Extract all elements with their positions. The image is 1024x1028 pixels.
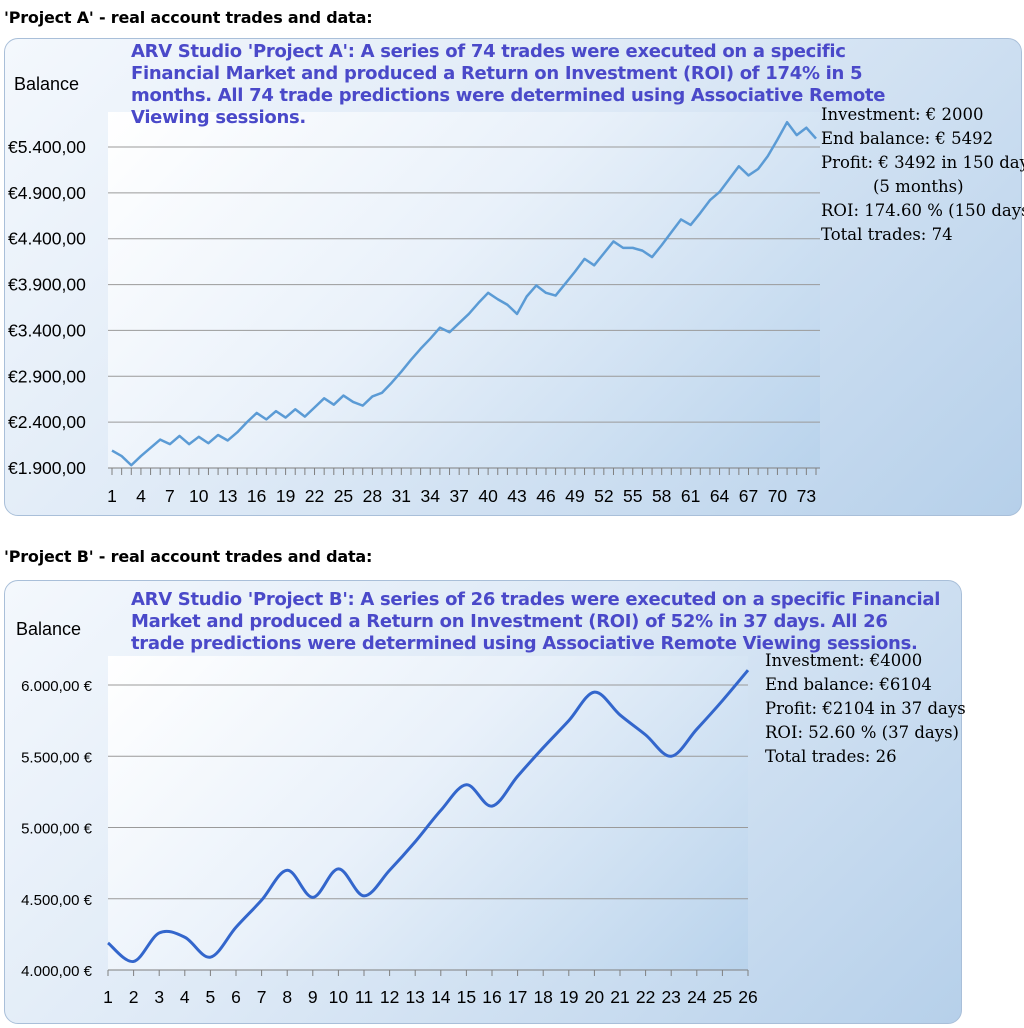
project-b-x-tick-label: 18 bbox=[533, 987, 552, 1007]
project-b-x-tick-label: 12 bbox=[380, 987, 399, 1007]
project-b-roi: ROI: 52.60 % (37 days) bbox=[765, 723, 959, 742]
project-a-x-tick-label: 40 bbox=[478, 486, 498, 506]
project-a-total-trades: Total trades: 74 bbox=[821, 225, 953, 244]
project-a-x-tick-label: 46 bbox=[536, 486, 555, 506]
project-a-y-tick-label: €3.400,00 bbox=[8, 320, 86, 340]
project-a-x-tick-label: 49 bbox=[565, 486, 584, 506]
project-b-x-tick-label: 20 bbox=[585, 987, 605, 1007]
project-b-info-box: Investment: €4000 End balance: €6104 Pro… bbox=[765, 649, 966, 769]
project-a-x-tick-label: 28 bbox=[363, 486, 382, 506]
project-a-y-tick-label: €4.900,00 bbox=[8, 183, 86, 203]
project-b-x-tick-label: 5 bbox=[206, 987, 216, 1007]
project-a-balance-series-line bbox=[111, 120, 817, 467]
project-b-x-tick-label: 9 bbox=[308, 987, 318, 1007]
project-b-investment: Investment: €4000 bbox=[765, 651, 923, 670]
project-b-x-tick-label: 2 bbox=[129, 987, 139, 1007]
project-b-y-tick-label: 4.500,00 € bbox=[21, 892, 93, 909]
project-a-x-tick-label: 64 bbox=[710, 486, 730, 506]
project-b-balance-series-line bbox=[107, 669, 750, 963]
project-a-x-tick-label: 10 bbox=[189, 486, 209, 506]
project-b-x-tick-label: 21 bbox=[610, 987, 629, 1007]
project-a-x-tick-label: 4 bbox=[136, 486, 146, 506]
project-b-x-tick-label: 15 bbox=[457, 987, 476, 1007]
project-a-info-box: Investment: € 2000 End balance: € 5492 P… bbox=[821, 103, 1024, 247]
project-b-x-tick-label: 8 bbox=[282, 987, 292, 1007]
project-b-x-tick-label: 16 bbox=[482, 987, 501, 1007]
project-b-x-tick-label: 26 bbox=[738, 987, 757, 1007]
project-a-x-tick-label: 34 bbox=[421, 486, 441, 506]
project-a-x-tick-label: 70 bbox=[768, 486, 788, 506]
project-a-x-tick-label: 13 bbox=[218, 486, 237, 506]
project-a-y-tick-label: €2.400,00 bbox=[8, 412, 86, 432]
project-b-x-tick-label: 10 bbox=[329, 987, 349, 1007]
project-b-x-tick-label: 23 bbox=[661, 987, 680, 1007]
project-b-plot-area bbox=[108, 656, 748, 970]
project-b-x-tick-label: 24 bbox=[687, 987, 707, 1007]
project-a-x-tick-label: 58 bbox=[652, 486, 671, 506]
project-b-x-tick-label: 1 bbox=[103, 987, 113, 1007]
project-a-investment: Investment: € 2000 bbox=[821, 105, 984, 124]
project-b-title: ARV Studio 'Project B': A series of 26 t… bbox=[131, 589, 941, 654]
project-b-x-tick-label: 3 bbox=[154, 987, 164, 1007]
project-a-y-tick-label: €4.400,00 bbox=[8, 229, 86, 249]
project-a-x-tick-label: 61 bbox=[681, 486, 700, 506]
project-b-x-tick-label: 4 bbox=[180, 987, 190, 1007]
project-b-y-tick-label: 4.000,00 € bbox=[21, 963, 93, 980]
project-a-x-tick-label: 25 bbox=[334, 486, 353, 506]
project-a-x-tick-label: 16 bbox=[247, 486, 266, 506]
project-a-y-tick-label: €1.900,00 bbox=[8, 458, 86, 478]
project-a-x-tick-label: 37 bbox=[449, 486, 468, 506]
project-a-heading: 'Project A' - real account trades and da… bbox=[4, 8, 373, 27]
project-a-x-tick-label: 1 bbox=[107, 486, 117, 506]
project-a-x-tick-label: 22 bbox=[305, 486, 324, 506]
project-b-y-tick-label: 5.500,00 € bbox=[21, 749, 93, 766]
project-b-y-tick-label: 5.000,00 € bbox=[21, 821, 93, 838]
project-a-profit: Profit: € 3492 in 150 days bbox=[821, 153, 1024, 172]
project-a-x-tick-label: 7 bbox=[165, 486, 175, 506]
project-a-y-tick-label: €3.900,00 bbox=[8, 275, 86, 295]
project-b-x-tick-label: 14 bbox=[431, 987, 451, 1007]
project-b-total-trades: Total trades: 26 bbox=[765, 747, 897, 766]
project-a-x-tick-label: 19 bbox=[276, 486, 295, 506]
project-a-plot-area bbox=[108, 112, 820, 468]
project-b-end-balance: End balance: €6104 bbox=[765, 675, 932, 694]
project-a-x-tick-label: 43 bbox=[507, 486, 526, 506]
project-b-y-axis-label: Balance bbox=[16, 619, 82, 639]
project-a-y-tick-label: €5.400,00 bbox=[8, 137, 86, 157]
project-b-profit: Profit: €2104 in 37 days bbox=[765, 699, 966, 718]
project-b-x-tick-label: 7 bbox=[257, 987, 267, 1007]
project-b-x-tick-label: 22 bbox=[636, 987, 655, 1007]
project-b-x-tick-label: 11 bbox=[355, 987, 373, 1007]
project-a-end-balance: End balance: € 5492 bbox=[821, 129, 994, 148]
project-b-x-tick-label: 13 bbox=[405, 987, 424, 1007]
project-a-y-tick-label: €2.900,00 bbox=[8, 366, 86, 386]
project-a-x-tick-label: 55 bbox=[623, 486, 642, 506]
project-a-x-tick-label: 31 bbox=[392, 486, 411, 506]
project-b-x-tick-label: 25 bbox=[713, 987, 732, 1007]
project-b-x-tick-label: 19 bbox=[559, 987, 578, 1007]
project-b-y-tick-label: 6.000,00 € bbox=[21, 678, 93, 695]
project-a-x-tick-label: 67 bbox=[739, 486, 758, 506]
project-a-line-chart: €1.900,00 €2.400,00 €2.900,00 €3.400,00 €3.9… bbox=[8, 120, 820, 506]
project-a-y-axis-label: Balance bbox=[14, 74, 80, 94]
project-a-x-tick-label: 73 bbox=[797, 486, 816, 506]
project-a-title: ARV Studio 'Project A': A series of 74 t… bbox=[131, 41, 886, 128]
project-a-roi: ROI: 174.60 % (150 days) bbox=[821, 201, 1024, 220]
project-a-duration: (5 months) bbox=[873, 177, 964, 196]
project-b-heading: 'Project B' - real account trades and da… bbox=[4, 547, 373, 566]
project-a-x-tick-label: 52 bbox=[594, 486, 613, 506]
project-b-x-tick-label: 6 bbox=[231, 987, 241, 1007]
project-b-x-tick-label: 17 bbox=[508, 987, 527, 1007]
